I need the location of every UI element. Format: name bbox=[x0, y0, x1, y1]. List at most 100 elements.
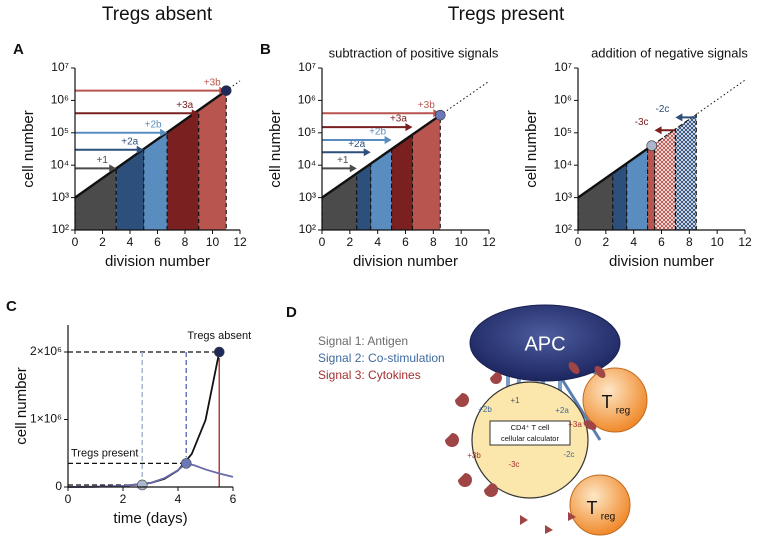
apc-label: APC bbox=[524, 333, 565, 355]
x-tick-label: 2 bbox=[99, 235, 106, 249]
y-tick-label: 10⁶ bbox=[51, 93, 69, 107]
x-tick-label: 4 bbox=[175, 492, 182, 506]
treg-label: reg bbox=[616, 406, 630, 417]
division-region bbox=[653, 127, 676, 231]
y-tick-label: 10⁷ bbox=[51, 60, 69, 74]
y-tick-label: 10³ bbox=[52, 190, 69, 204]
y-tick-label: 10⁷ bbox=[554, 60, 572, 74]
arrow-head bbox=[384, 135, 392, 144]
arrow-head bbox=[136, 145, 144, 154]
legend-text: Signal 1: Antigen bbox=[318, 334, 408, 348]
annotation: Tregs present bbox=[71, 447, 138, 459]
division-region bbox=[612, 162, 628, 231]
cytokines bbox=[445, 362, 606, 534]
x-tick-label: 0 bbox=[72, 235, 79, 249]
x-tick-label: 8 bbox=[182, 235, 189, 249]
division-region bbox=[143, 131, 168, 231]
division-region bbox=[198, 89, 227, 231]
dotted-extension bbox=[440, 80, 490, 116]
arrow-label: +3a bbox=[390, 114, 407, 125]
marker bbox=[136, 479, 148, 491]
series-line bbox=[67, 462, 234, 488]
signal-label: +2a bbox=[555, 406, 569, 415]
arrow-head bbox=[405, 123, 413, 132]
legend-text: Signal 2: Co-stimulation bbox=[318, 351, 445, 365]
x-tick-label: 4 bbox=[374, 235, 381, 249]
x-tick-label: 8 bbox=[686, 235, 693, 249]
apc bbox=[469, 304, 621, 382]
y-tick-label: 1×10⁶ bbox=[30, 412, 62, 426]
division-region bbox=[74, 167, 117, 231]
y-axis-label: cell number bbox=[20, 110, 37, 188]
signal-label: -3c bbox=[508, 460, 519, 469]
arrow-label: +2a bbox=[121, 136, 138, 147]
treg-label: T bbox=[587, 498, 598, 518]
arrow-head bbox=[675, 113, 683, 122]
signal-label: -2c bbox=[563, 450, 574, 459]
y-tick-label: 10² bbox=[299, 222, 316, 236]
x-tick-label: 6 bbox=[154, 235, 161, 249]
y-tick-label: 10³ bbox=[555, 190, 572, 204]
growth-line bbox=[321, 114, 441, 199]
y-axis-label: cell number bbox=[13, 367, 30, 445]
x-tick-label: 8 bbox=[430, 235, 437, 249]
end-point bbox=[434, 109, 446, 121]
legend-text: Signal 3: Cytokines bbox=[318, 368, 421, 382]
x-tick-label: 2 bbox=[602, 235, 609, 249]
heading: Tregs absent bbox=[102, 4, 213, 25]
x-tick-label: 10 bbox=[454, 235, 468, 249]
x-tick-label: 12 bbox=[233, 235, 247, 249]
arrow-label: +3b bbox=[204, 77, 221, 88]
y-tick-label: 10⁶ bbox=[298, 93, 316, 107]
x-axis-label: division number bbox=[609, 253, 714, 270]
calculator-label: cellular calculator bbox=[501, 434, 559, 443]
arrow-label: +2b bbox=[145, 119, 162, 130]
x-tick-label: 10 bbox=[206, 235, 220, 249]
y-tick-label: 10⁵ bbox=[554, 125, 572, 139]
signal-label: +3a bbox=[568, 420, 582, 429]
y-tick-label: 10³ bbox=[299, 190, 316, 204]
y-tick-label: 10⁷ bbox=[298, 60, 316, 74]
panel: addition of negative signals division num… bbox=[523, 45, 752, 270]
x-tick-label: 6 bbox=[658, 235, 665, 249]
growth-line bbox=[577, 144, 653, 199]
x-tick-label: 0 bbox=[65, 492, 72, 506]
y-tick-label: 10⁵ bbox=[51, 125, 69, 139]
division-region bbox=[674, 113, 697, 231]
arrow-label: +1 bbox=[97, 155, 109, 166]
division-region bbox=[115, 147, 145, 231]
y-tick-label: 10⁴ bbox=[297, 157, 316, 171]
dotted-extension bbox=[225, 80, 241, 92]
panel-letter: B bbox=[260, 41, 271, 58]
end-point bbox=[220, 85, 232, 96]
arrow-label: +2a bbox=[348, 139, 365, 150]
x-tick-label: 4 bbox=[630, 235, 637, 249]
arrow-head bbox=[363, 148, 371, 157]
x-tick-label: 6 bbox=[230, 492, 237, 506]
signal-label: +1 bbox=[510, 396, 520, 405]
y-axis-label: cell number bbox=[267, 110, 284, 188]
x-axis-label: division number bbox=[353, 253, 458, 270]
division-region bbox=[356, 162, 372, 231]
arrow-label: +3b bbox=[418, 100, 435, 111]
heading: Tregs present bbox=[448, 4, 565, 25]
division-region bbox=[577, 172, 614, 231]
x-tick-label: 4 bbox=[127, 235, 134, 249]
x-tick-label: 12 bbox=[482, 235, 496, 249]
arrow-label: -3c bbox=[635, 117, 649, 128]
arrow-head bbox=[349, 164, 357, 173]
signal-label: +2b bbox=[478, 405, 492, 414]
arrow-label: +3a bbox=[176, 100, 193, 111]
x-tick-label: 12 bbox=[738, 235, 752, 249]
arrow-head bbox=[160, 128, 168, 137]
division-region bbox=[321, 172, 358, 231]
y-axis-label: cell number bbox=[523, 110, 540, 188]
panel-letter: A bbox=[13, 41, 24, 58]
y-tick-label: 10⁵ bbox=[298, 125, 316, 139]
panel-letter: D bbox=[286, 304, 297, 321]
panel-letter: C bbox=[6, 298, 17, 315]
x-tick-label: 2 bbox=[120, 492, 127, 506]
panel-title: addition of negative signals bbox=[591, 45, 748, 60]
